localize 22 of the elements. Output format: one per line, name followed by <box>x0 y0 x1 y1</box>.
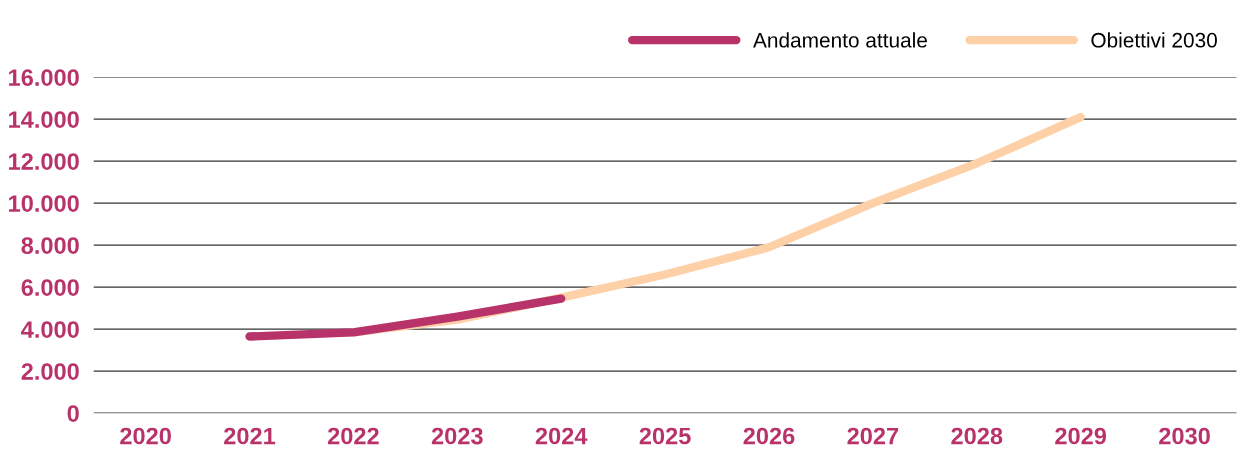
x-tick-label: 2023 <box>431 427 483 445</box>
y-tick-label: 16.000 <box>9 69 79 86</box>
x-tick-label: 2021 <box>224 427 276 445</box>
y-tick-label: 14.000 <box>9 111 79 128</box>
y-tick-label: 10.000 <box>9 195 79 212</box>
y-tick-label: 12.000 <box>9 153 79 170</box>
x-tick-label: 2026 <box>743 427 795 445</box>
x-tick-label: 2024 <box>535 427 588 445</box>
x-tick-label: 2028 <box>951 427 1003 445</box>
x-tick-label: 2022 <box>327 427 379 445</box>
y-tick-label: 6.000 <box>21 279 79 296</box>
y-tick-label: 0 <box>67 405 79 422</box>
x-tick-label: 2027 <box>847 427 899 445</box>
x-tick-label: 2030 <box>1159 427 1210 445</box>
y-tick-label: 2.000 <box>21 363 79 380</box>
y-tick-label: 8.000 <box>21 237 79 254</box>
x-tick-label: 2029 <box>1055 427 1107 445</box>
x-tick-label: 2025 <box>639 427 691 445</box>
y-tick-label: 4.000 <box>21 321 79 338</box>
text: Andamento attuale <box>753 32 927 48</box>
text: Obiettivi 2030 <box>1091 32 1217 48</box>
x-tick-label: 2020 <box>120 427 171 445</box>
